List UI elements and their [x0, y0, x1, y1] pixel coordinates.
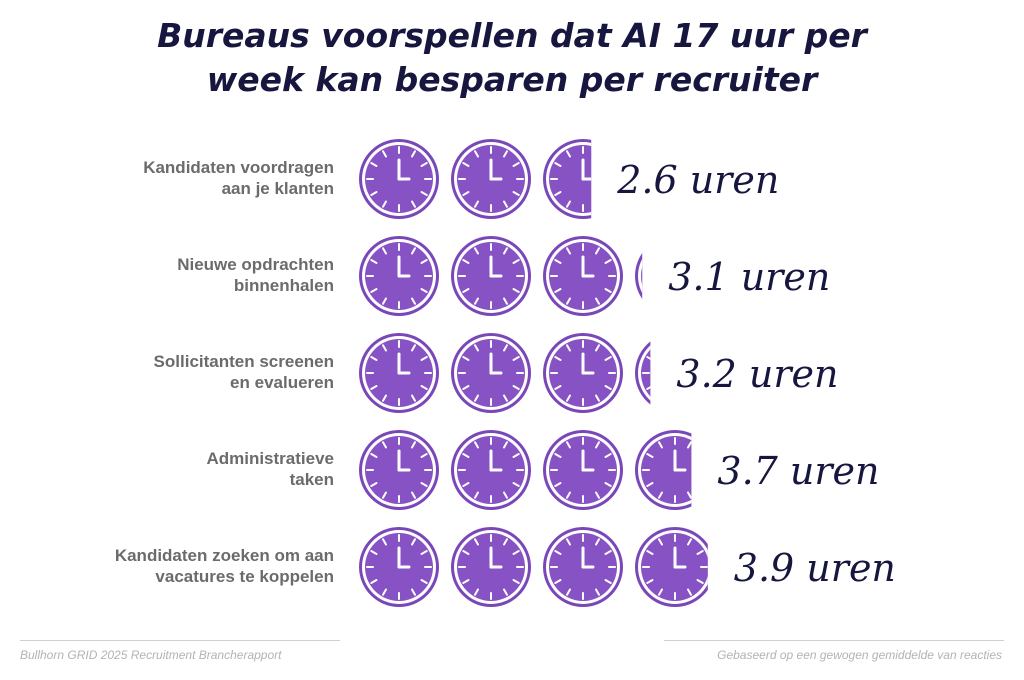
clock-icon	[451, 139, 531, 219]
category-label-line: Administratieve	[206, 449, 334, 468]
category-label-line: binnenhalen	[234, 276, 334, 295]
category-label-line: vacatures te koppelen	[155, 567, 334, 586]
category-label: Nieuwe opdrachten binnenhalen	[177, 255, 334, 295]
clock-icon	[543, 236, 623, 316]
page-title-line-1: Bureaus voorspellen dat AI 17 uur per	[157, 16, 867, 55]
category-label-line: Sollicitanten screenen	[154, 352, 334, 371]
chart-row: Nieuwe opdrachten binnenhalen 3.1 uren	[177, 236, 830, 316]
category-label: Administratieve taken	[206, 449, 334, 489]
category-label-line: aan je klanten	[222, 179, 334, 198]
category-label-line: Nieuwe opdrachten	[177, 255, 334, 274]
chart-row: Sollicitanten screenen en evalueren 3.2 ur…	[154, 333, 839, 413]
footer-note: Gebaseerd op een gewogen gemiddelde van …	[717, 648, 1002, 662]
clock-icon	[359, 236, 439, 316]
clock-bar-chart: Kandidaten voordragen aan je klanten 2.6 u…	[115, 139, 896, 607]
page-title-line-2: week kan besparen per recruiter	[206, 60, 818, 99]
value-label: 3.7 uren	[717, 449, 879, 493]
clock-icon	[635, 253, 643, 299]
clock-icon	[451, 430, 531, 510]
clock-icon	[359, 333, 439, 413]
clock-icon	[543, 430, 623, 510]
clock-icon	[543, 139, 592, 219]
chart-row: Kandidaten zoeken om aan vacatures te kop…	[115, 527, 896, 607]
clock-icon	[635, 341, 651, 405]
clock-icon	[451, 236, 531, 316]
clock-icon	[359, 430, 439, 510]
value-label: 3.2 uren	[676, 352, 838, 396]
clock-icon	[451, 333, 531, 413]
footer-divider-right	[664, 640, 1004, 641]
value-label: 3.9 uren	[734, 546, 896, 590]
value-label: 3.1 uren	[668, 255, 830, 299]
category-label-line: taken	[290, 470, 334, 489]
footer-source: Bullhorn GRID 2025 Recruitment Branchera…	[20, 648, 282, 662]
category-label: Kandidaten zoeken om aan vacatures te kop…	[115, 546, 334, 586]
category-label-line: Kandidaten zoeken om aan	[115, 546, 334, 565]
clock-icon	[635, 527, 708, 607]
clock-icon	[543, 333, 623, 413]
clock-icon	[451, 527, 531, 607]
clock-icon	[635, 430, 692, 510]
chart-row: Kandidaten voordragen aan je klanten 2.6 u…	[143, 139, 779, 219]
footer-divider-left	[20, 640, 340, 641]
clock-icon	[359, 139, 439, 219]
value-label: 2.6 uren	[616, 158, 779, 202]
chart-row: Administratieve taken 3.7 uren	[206, 430, 880, 510]
clock-icon	[359, 527, 439, 607]
category-label-line: en evalueren	[230, 373, 334, 392]
page-title: Bureaus voorspellen dat AI 17 uur per we…	[0, 14, 1024, 102]
clock-icon	[543, 527, 623, 607]
category-label-line: Kandidaten voordragen	[143, 158, 334, 177]
category-label: Sollicitanten screenen en evalueren	[154, 352, 334, 392]
category-label: Kandidaten voordragen aan je klanten	[143, 158, 334, 198]
